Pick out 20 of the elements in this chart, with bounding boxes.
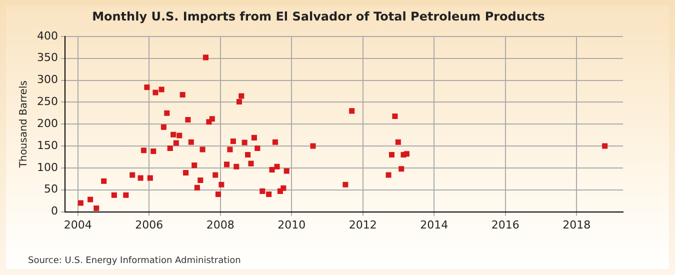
x-tick-label: 2014 xyxy=(420,218,448,232)
x-tick-label: 2018 xyxy=(562,218,591,232)
y-tick-label: 200 xyxy=(36,116,58,130)
y-tick-label: 350 xyxy=(36,51,58,64)
y-axis-title: Thousand Barrels xyxy=(18,80,30,169)
x-tick-label: 2008 xyxy=(206,218,234,232)
chart-title: Monthly U.S. Imports from El Salvador of Total Petroleum Products xyxy=(92,9,545,24)
x-tick-label: 2006 xyxy=(135,218,164,232)
y-tick-label: 150 xyxy=(36,138,58,152)
y-tick-label: 50 xyxy=(44,182,58,196)
y-tick-label: 100 xyxy=(36,160,58,174)
y-tick-label: 300 xyxy=(36,73,58,86)
x-tick-label: 2016 xyxy=(491,218,520,232)
y-tick-label: 400 xyxy=(36,29,58,42)
source-note: Source: U.S. Energy Information Administration xyxy=(28,256,241,266)
x-tick-label: 2012 xyxy=(348,218,377,232)
x-tick-label: 2010 xyxy=(278,218,306,232)
x-tick-label: 2004 xyxy=(64,218,92,232)
y-tick-label: 250 xyxy=(36,95,58,108)
y-tick-label: 0 xyxy=(50,204,58,218)
